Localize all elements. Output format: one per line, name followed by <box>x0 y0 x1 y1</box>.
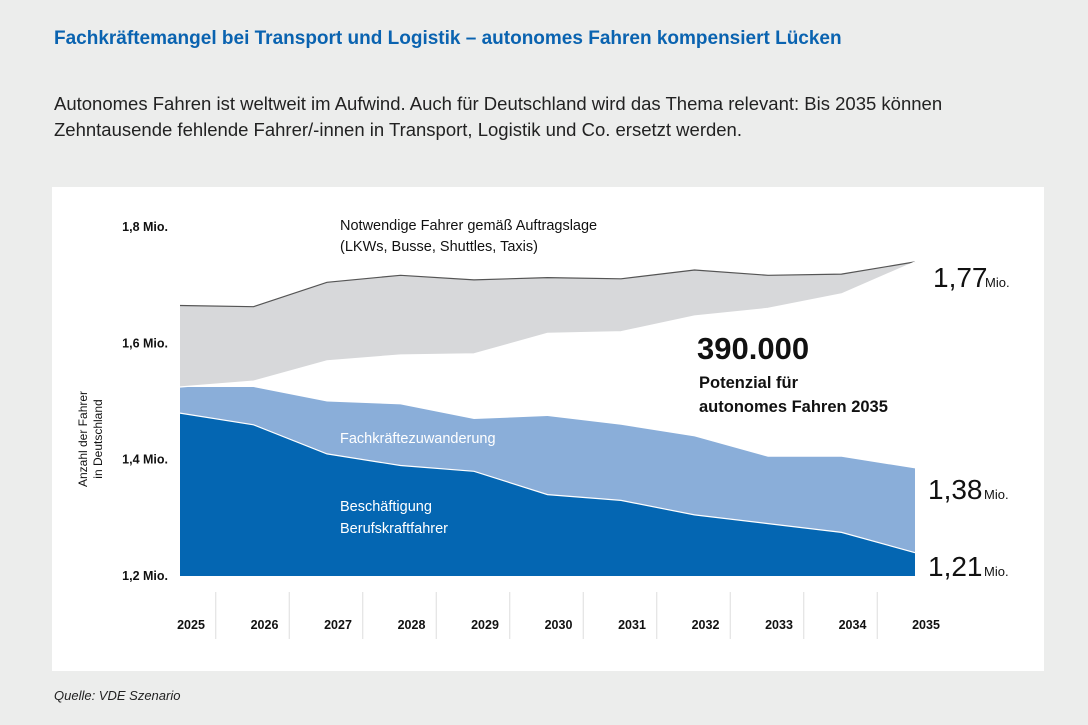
series-label-notwendig: (LKWs, Busse, Shuttles, Taxis) <box>340 239 538 255</box>
end-label-value: 1,21 <box>928 551 983 582</box>
x-tick-label: 2035 <box>912 618 940 632</box>
series-beschaeftigung-line <box>179 412 916 554</box>
end-label-value: 1,38 <box>928 474 983 505</box>
series-label-beschaeftigung: Berufskraftfahrer <box>340 521 448 537</box>
series-label-beschaeftigung: Beschäftigung <box>340 499 432 515</box>
source-note: Quelle: VDE Szenario <box>54 688 181 703</box>
annotation-label: autonomes Fahren 2035 <box>699 398 888 416</box>
y-tick-label: 1,6 Mio. <box>122 336 168 350</box>
x-tick-label: 2032 <box>692 618 720 632</box>
page-subtitle: Autonomes Fahren ist weltweit im Aufwind… <box>54 93 943 140</box>
end-label-unit: Mio. <box>984 564 1009 579</box>
series-zuwanderung-area <box>180 387 915 553</box>
x-tick-label: 2034 <box>839 618 867 632</box>
annotation-label: Potenzial für <box>699 374 799 392</box>
series-label-notwendig: Notwendige Fahrer gemäß Auftragslage <box>340 218 597 234</box>
page-title: Fachkräftemangel bei Transport und Logis… <box>54 28 842 49</box>
y-tick-label: 1,8 Mio. <box>122 220 168 234</box>
area-chart: 1,8 Mio. 1,6 Mio. 1,4 Mio. 1,2 Mio. Anzahl d… <box>76 218 1010 639</box>
end-label-unit: Mio. <box>985 275 1010 290</box>
x-tick-label: 2026 <box>251 618 279 632</box>
end-label-unit: Mio. <box>984 487 1009 502</box>
y-tick-label: 1,2 Mio. <box>122 569 168 583</box>
x-tick-label: 2025 <box>177 618 205 632</box>
y-axis-title: in Deutschland <box>91 399 105 478</box>
series-autonom-line <box>179 261 916 388</box>
chart-panel: 1,8 Mio. 1,6 Mio. 1,4 Mio. 1,2 Mio. Anzahl d… <box>52 187 1044 671</box>
series-label-zuwanderung: Fachkräftezuwanderung <box>340 431 496 447</box>
series-gap-area <box>180 261 915 387</box>
x-tick-label: 2028 <box>398 618 426 632</box>
series-gap-area-outline <box>179 261 916 308</box>
x-tick-label: 2030 <box>545 618 573 632</box>
end-label-value: 1,77 <box>933 262 988 293</box>
x-tick-label: 2027 <box>324 618 352 632</box>
annotation-value: 390.000 <box>697 331 809 366</box>
x-tick-label: 2033 <box>765 618 793 632</box>
y-axis-title: Anzahl der Fahrer <box>76 391 90 487</box>
x-tick-label: 2031 <box>618 618 646 632</box>
y-tick-label: 1,4 Mio. <box>122 453 168 467</box>
series-beschaeftigung-area <box>180 413 915 576</box>
x-tick-label: 2029 <box>471 618 499 632</box>
